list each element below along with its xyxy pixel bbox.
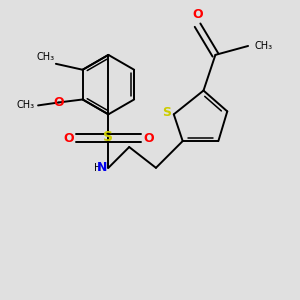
Text: N: N: [97, 161, 107, 174]
Text: O: O: [143, 132, 154, 145]
Text: S: S: [162, 106, 171, 119]
Text: O: O: [192, 8, 203, 21]
Text: O: O: [63, 132, 74, 145]
Text: H: H: [94, 163, 101, 173]
Text: S: S: [103, 130, 113, 144]
Text: CH₃: CH₃: [17, 100, 35, 110]
Text: CH₃: CH₃: [36, 52, 54, 62]
Text: O: O: [54, 96, 64, 109]
Text: CH₃: CH₃: [254, 41, 272, 51]
